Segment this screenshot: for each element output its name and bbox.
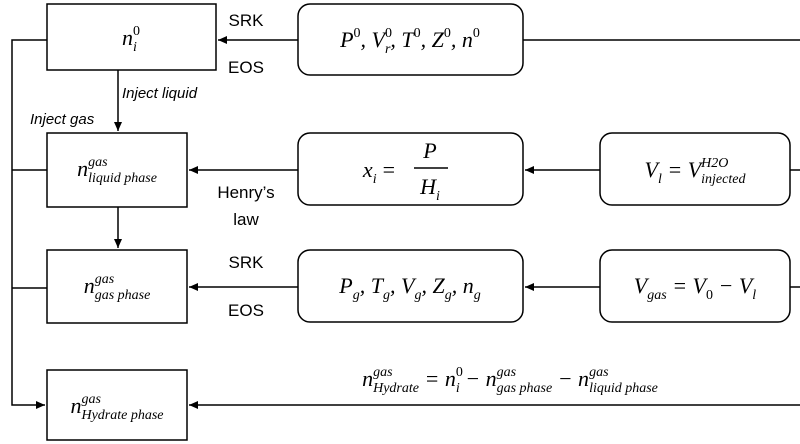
- symbol: − n: [460, 366, 497, 391]
- superscript: gas: [589, 365, 609, 380]
- subscript: l: [752, 288, 756, 303]
- symbol: , V: [361, 27, 388, 52]
- box: [46, 369, 188, 441]
- left-branches: [12, 169, 47, 289]
- symbol: = V: [667, 273, 709, 298]
- box: [599, 132, 791, 206]
- box-label: Pg, Tg, Vg, Zg, ng: [338, 273, 480, 303]
- superscript: 0: [473, 26, 480, 41]
- symbol: , T: [390, 27, 415, 52]
- box: [46, 3, 217, 71]
- superscript: 0: [444, 26, 451, 41]
- superscript: gas: [497, 365, 517, 380]
- subscript: gas phase: [95, 288, 151, 303]
- box: [297, 132, 524, 206]
- superscript: 0: [456, 365, 463, 380]
- superscript: 0: [354, 26, 361, 41]
- box-label: ngas Hydrate phase: [70, 392, 163, 423]
- superscript: 0: [385, 26, 392, 41]
- symbol: = n: [419, 366, 456, 391]
- symbol: − V: [713, 273, 755, 298]
- symbol: − n: [552, 366, 589, 391]
- symbol: n: [362, 366, 373, 391]
- connectors: [11, 36, 800, 409]
- superscript: 0: [414, 26, 421, 41]
- symbol: V: [634, 273, 650, 298]
- annotation: SRK: [229, 11, 265, 30]
- superscript: H2O: [700, 156, 728, 171]
- subscript: gas phase: [497, 381, 553, 396]
- subscript: r: [385, 42, 391, 57]
- symbol: n: [122, 25, 133, 50]
- subscript: g: [445, 288, 452, 303]
- symbol: n: [77, 156, 88, 181]
- subscript: Hydrate: [372, 381, 419, 396]
- annotation: law: [233, 210, 259, 229]
- subscript: injected: [701, 172, 746, 187]
- left-bus: [11, 39, 47, 409]
- annotation: SRK: [229, 253, 265, 272]
- subscript: gas: [647, 288, 667, 303]
- annotation: Inject liquid: [122, 85, 198, 102]
- subscript: i: [436, 189, 440, 204]
- subscript: i: [133, 40, 137, 55]
- symbol: , T: [360, 273, 385, 298]
- box: [297, 3, 524, 76]
- symbol: n: [70, 393, 81, 418]
- subscript: i: [456, 381, 460, 396]
- subscript: liquid phase: [589, 381, 658, 396]
- box-label: ngas liquid phase: [77, 155, 157, 186]
- box-label: Vl = VH2O injected: [645, 156, 747, 187]
- superscript: gas: [95, 272, 115, 287]
- symbol: , Z: [421, 273, 445, 298]
- symbol: , n: [451, 27, 473, 52]
- subscript: g: [474, 288, 481, 303]
- symbol: , n: [452, 273, 474, 298]
- subscript: i: [373, 172, 377, 187]
- symbol: , V: [390, 273, 417, 298]
- symbol: =: [383, 157, 395, 182]
- box: [46, 132, 188, 208]
- box-label: P0, V0 r, T0, Z0, n0: [339, 26, 480, 57]
- symbol: V: [645, 157, 661, 182]
- box: [297, 249, 524, 323]
- numerator: P: [422, 138, 436, 163]
- annotation: EOS: [228, 301, 264, 320]
- subscript: g: [383, 288, 390, 303]
- symbol: P: [338, 273, 352, 298]
- superscript: gas: [373, 365, 393, 380]
- symbol: n: [84, 273, 95, 298]
- superscript: gas: [81, 392, 101, 407]
- annotation: Henry’s: [217, 183, 274, 202]
- subscript: l: [658, 172, 662, 187]
- subscript: Hydrate phase: [80, 408, 163, 423]
- box-label: n0 i: [122, 24, 140, 55]
- symbol: , Z: [421, 27, 445, 52]
- subscript: 0: [706, 288, 713, 303]
- subscript: g: [353, 288, 360, 303]
- box: [599, 249, 791, 323]
- denominator: Hi: [419, 174, 440, 204]
- symbol: H: [419, 174, 437, 199]
- superscript: 0: [133, 24, 140, 39]
- annotation: Inject gas: [30, 111, 95, 128]
- annotation: EOS: [228, 58, 264, 77]
- box-label: ngas gas phase: [84, 272, 151, 303]
- subscript: liquid phase: [88, 171, 157, 186]
- symbol: P: [339, 27, 353, 52]
- symbol: x: [362, 157, 373, 182]
- superscript: gas: [88, 155, 108, 170]
- box: [46, 249, 188, 324]
- box-label: Vgas = V0 − Vl: [634, 273, 757, 303]
- equation: ngas Hydrate = n0 i − ngas gas phase − ngas…: [362, 365, 658, 396]
- box-label: xi =: [362, 157, 395, 187]
- subscript: g: [414, 288, 421, 303]
- symbol: = V: [662, 157, 704, 182]
